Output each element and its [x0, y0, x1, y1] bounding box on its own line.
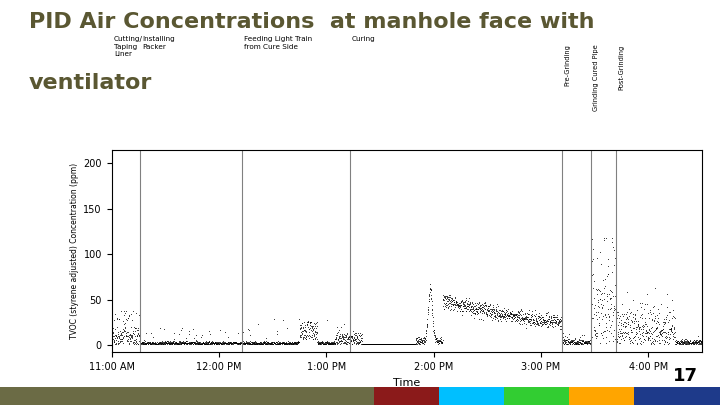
- Text: ventilator: ventilator: [29, 73, 152, 93]
- Y-axis label: TVOC (styrene adjusted) Concentration (ppm): TVOC (styrene adjusted) Concentration (p…: [71, 163, 79, 339]
- Text: Curing: Curing: [351, 36, 375, 43]
- Text: Cutting/
Taping
Liner: Cutting/ Taping Liner: [114, 36, 143, 58]
- Text: Grinding Cured Pipe: Grinding Cured Pipe: [593, 45, 599, 111]
- Text: Post-Grinding: Post-Grinding: [618, 45, 624, 90]
- Text: Feeding Light Train
from Cure Side: Feeding Light Train from Cure Side: [244, 36, 312, 50]
- X-axis label: Time: Time: [393, 377, 420, 388]
- Text: Installing
Packer: Installing Packer: [143, 36, 175, 50]
- Text: Pre-Grinding: Pre-Grinding: [564, 45, 571, 86]
- Text: 17: 17: [673, 367, 698, 385]
- Text: PID Air Concentrations  at manhole face with: PID Air Concentrations at manhole face w…: [29, 12, 594, 32]
